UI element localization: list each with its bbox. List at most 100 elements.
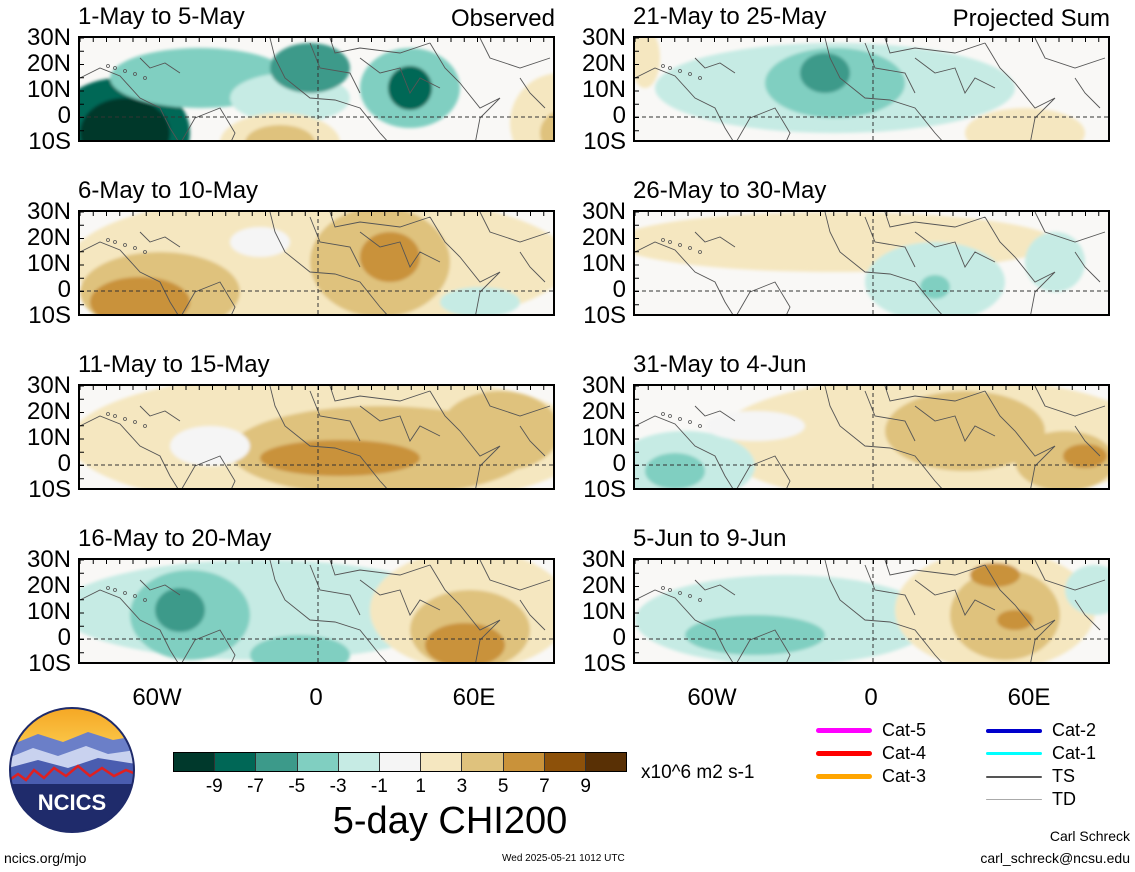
longitude-label: 60W [132, 684, 182, 711]
legend-line-swatch [986, 775, 1042, 778]
colorbar-swatch [462, 753, 504, 771]
latitude-label: 10N [26, 76, 71, 103]
colorbar-swatch [585, 753, 627, 771]
colorbar-tick-label: 9 [580, 776, 591, 797]
coastlines [80, 560, 551, 662]
colorbar-swatch [256, 753, 298, 771]
colorbar-swatch [215, 753, 257, 771]
colorbar-tick-label: -3 [329, 776, 347, 797]
legend-line-swatch [816, 774, 872, 779]
colorbar-swatch [544, 753, 586, 771]
legend-item: Cat-4 [816, 743, 926, 764]
anomaly-contour [705, 411, 805, 441]
legend-item: Cat-5 [816, 720, 926, 741]
chi200-map [78, 210, 555, 316]
coastlines [635, 38, 1106, 140]
anomaly-contour [1025, 232, 1085, 292]
anomaly-contour [230, 227, 290, 257]
latitude-label: 20N [26, 398, 71, 425]
latitude-label: 10N [26, 598, 71, 625]
latitude-label: 10S [583, 128, 626, 155]
panel-kind-label: Observed [450, 5, 555, 32]
latitude-label: 30N [581, 198, 626, 225]
latitude-label: 0 [612, 624, 626, 651]
anomaly-contour [250, 635, 350, 662]
latitude-label: 10N [26, 250, 71, 277]
ncics-logo: NCICS [8, 706, 136, 834]
anomaly-contour [1063, 444, 1107, 468]
latitude-label: 0 [57, 276, 71, 303]
colorbar-swatch [503, 753, 545, 771]
anomaly-contour [540, 112, 553, 140]
colorbar-units: x10^6 m2 s-1 [641, 762, 755, 783]
latitude-label: 20N [581, 50, 626, 77]
latitude-label: 10S [583, 650, 626, 677]
anomaly-contour [800, 53, 850, 93]
legend-line-swatch [986, 728, 1042, 733]
anomaly-contour [440, 287, 520, 314]
latitude-label: 10S [583, 302, 626, 329]
colorbar-swatch [379, 753, 422, 771]
colorbar-tick-label: -7 [247, 776, 264, 797]
anomaly-contour [245, 125, 315, 140]
colorbar-tick-label: 1 [415, 776, 426, 797]
legend-label: TS [1052, 766, 1076, 786]
footer-timestamp: Wed 2025-05-21 1012 UTC [502, 853, 625, 864]
longitude-label: 0 [309, 684, 323, 711]
anomaly-contour [90, 277, 190, 314]
legend-label: Cat-4 [882, 743, 927, 763]
latitude-label: 0 [612, 102, 626, 129]
latitude-label: 10S [28, 476, 71, 503]
anomaly-contour [260, 440, 420, 476]
legend-label: TD [1052, 789, 1076, 809]
anomaly-contour [920, 275, 950, 299]
anomaly-contour [970, 563, 1020, 587]
anomaly-contour [685, 615, 825, 655]
latitude-label: 20N [26, 50, 71, 77]
footer-email: carl_schreck@ncsu.edu [980, 850, 1130, 866]
latitude-label: 30N [581, 24, 626, 51]
latitude-label: 0 [57, 624, 71, 651]
colorbar-swatch [174, 753, 216, 771]
svg-text:NCICS: NCICS [38, 790, 106, 815]
anomaly-contour [997, 610, 1033, 630]
colorbar-swatch [297, 753, 339, 771]
legend-label: Cat-1 [1052, 743, 1097, 763]
colorbar-tick-label: -5 [288, 776, 306, 797]
coastlines [80, 38, 551, 140]
latitude-label: 20N [581, 224, 626, 251]
coastlines [635, 560, 1106, 662]
panel-date-title: 11-May to 15-May [78, 351, 270, 378]
latitude-label: 0 [612, 276, 626, 303]
latitude-label: 10N [581, 424, 626, 451]
latitude-label: 20N [581, 398, 626, 425]
colorbar-tick-label: 5 [497, 776, 509, 797]
legend-item: Cat-3 [816, 766, 926, 787]
longitude-label: 0 [864, 684, 878, 711]
figure-title: 5-day CHI200 [332, 800, 568, 842]
anomaly-contour [425, 623, 505, 662]
legend-line-swatch [986, 799, 1042, 800]
latitude-label: 30N [26, 546, 71, 573]
coastlines [80, 386, 551, 488]
anomaly-contour [965, 108, 1085, 140]
latitude-label: 10N [581, 250, 626, 277]
coastlines [635, 386, 1106, 488]
longitude-label: 60E [452, 684, 496, 711]
latitude-label: 20N [26, 224, 71, 251]
chi200-map [633, 558, 1110, 664]
legend-line-swatch [816, 751, 872, 756]
anomaly-contour [155, 588, 205, 632]
colorbar-swatch [421, 753, 463, 771]
latitude-label: 20N [26, 572, 71, 599]
latitude-label: 0 [57, 102, 71, 129]
legend-item: TD [986, 789, 1076, 810]
latitude-label: 30N [26, 372, 71, 399]
latitude-label: 10S [28, 302, 71, 329]
panel-date-title: 21-May to 25-May [633, 3, 827, 30]
anomaly-contour [388, 66, 432, 110]
anomaly-contour [635, 38, 660, 88]
latitude-label: 0 [57, 450, 71, 477]
panel-date-title: 26-May to 30-May [633, 177, 827, 204]
anomaly-contour [645, 453, 705, 488]
